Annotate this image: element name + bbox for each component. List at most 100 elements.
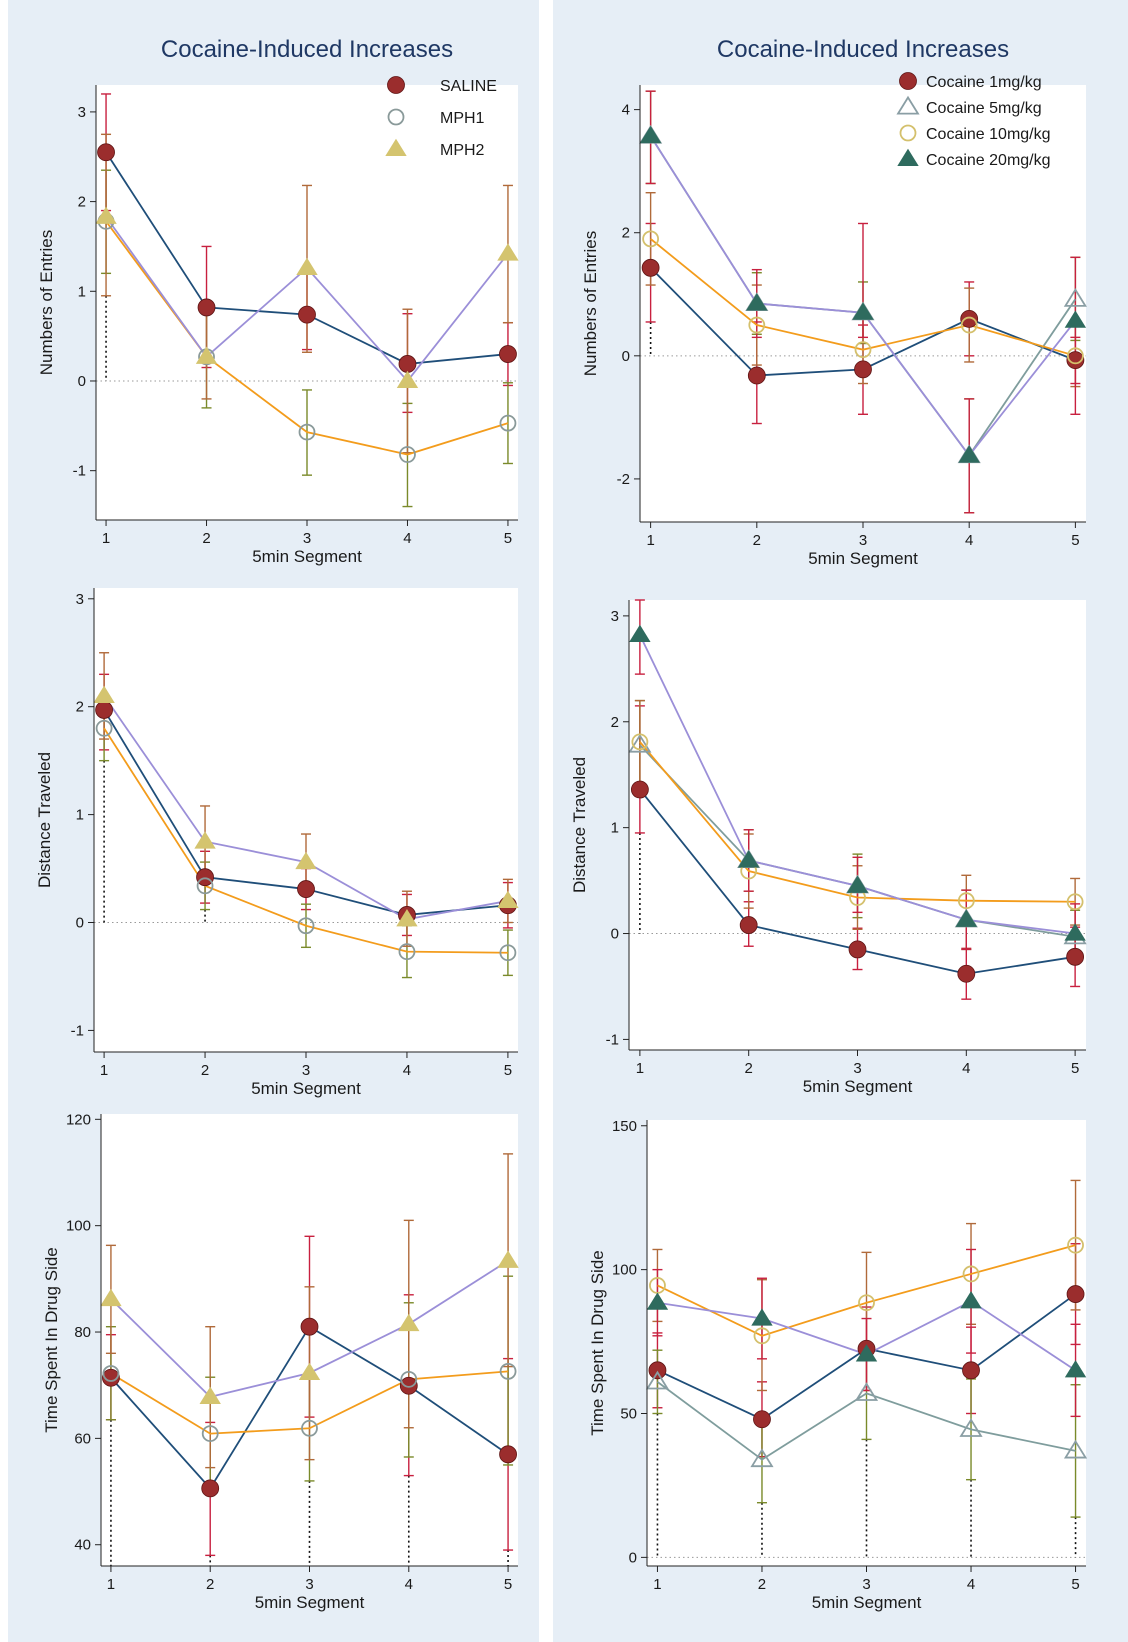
legend-marker-cocaine-10mg-kg (899, 124, 917, 142)
plot-area (629, 600, 1086, 1050)
series-line-cocaine-5mg-kg (656, 1381, 1076, 1461)
x-tick-label: 4 (962, 1060, 970, 1077)
x-tick-label: 3 (862, 1576, 870, 1593)
point-cocaine-1mg-kg-3 (854, 360, 872, 379)
x-tick-label: 3 (303, 530, 311, 547)
x-tick-label: 1 (107, 1576, 115, 1593)
point-cocaine-10mg-kg-2 (753, 1327, 771, 1345)
point-cocaine-20mg-kg-3 (855, 1344, 878, 1362)
point-saline-2 (196, 868, 214, 887)
point-cocaine-20mg-kg-2 (751, 1308, 773, 1326)
series-line-mph1 (110, 1370, 509, 1435)
legend-item-mph1: MPH1 (387, 108, 485, 127)
point-cocaine-20mg-kg-2 (737, 850, 760, 868)
point-saline-4 (399, 1376, 418, 1395)
point-cocaine-5mg-kg-4 (959, 1418, 983, 1437)
point-mph1-2 (201, 1425, 219, 1442)
y-tick-label: 150 (612, 1118, 637, 1135)
point-cocaine-1mg-kg-5 (1066, 351, 1085, 370)
point-mph2-1 (95, 206, 117, 224)
y-tick-label: 2 (611, 714, 619, 731)
point-cocaine-10mg-kg-3 (858, 1294, 875, 1312)
y-tick-label: 1 (78, 283, 86, 300)
distance-panel-left: -1 0 1 2 3 1 2 3 4 5 5min Segment Distance Traveled (35, 588, 519, 1098)
x-tick-label: 2 (745, 1060, 753, 1077)
legend-label: SALINE (440, 78, 497, 95)
legend: SALINE MPH1 MPH2 (385, 76, 497, 159)
point-saline-1 (97, 143, 115, 162)
point-cocaine-5mg-kg-1 (628, 733, 652, 753)
point-cocaine-20mg-kg-1 (629, 624, 651, 642)
series-line-cocaine-10mg-kg (657, 1244, 1076, 1337)
x-tick-label: 5 (504, 1576, 512, 1593)
y-tick-label: 100 (612, 1262, 637, 1279)
point-saline-5 (499, 1445, 517, 1464)
y-tick-label: 120 (66, 1111, 91, 1128)
y-tick-label: 2 (76, 699, 84, 716)
point-mph2-2 (195, 346, 218, 364)
legend-label: MPH1 (440, 110, 485, 127)
x-tick-label: 1 (100, 1062, 108, 1079)
point-cocaine-1mg-kg-5 (1066, 1285, 1085, 1303)
x-tick-label: 3 (859, 532, 867, 549)
y-tick-label: 4 (622, 102, 630, 119)
point-mph2-5 (497, 1250, 519, 1268)
point-saline-5 (499, 345, 517, 363)
point-cocaine-20mg-kg-5 (1064, 1360, 1087, 1378)
point-cocaine-5mg-kg-2 (750, 1448, 774, 1468)
point-mph2-3 (296, 257, 318, 276)
y-tick-label: 100 (66, 1218, 91, 1235)
y-tick-label: 1 (611, 820, 619, 837)
point-mph2-5 (497, 243, 519, 261)
point-saline-1 (102, 1368, 120, 1387)
point-cocaine-10mg-kg-3 (854, 341, 872, 359)
y-tick-label: -1 (606, 1031, 619, 1048)
x-tick-label: 1 (646, 532, 654, 549)
distance-panel-right: -1 0 1 2 3 1 2 3 4 5 5min Segment Distance Traveled (570, 599, 1087, 1096)
legend: Cocaine 1mg/kg Cocaine 5mg/kg Cocaine 10mg… (896, 72, 1051, 169)
legend-item-saline: SALINE (387, 76, 497, 95)
point-mph2-4 (396, 909, 418, 927)
x-tick-label: 4 (967, 1576, 975, 1593)
point-cocaine-5mg-kg-1 (645, 1370, 670, 1390)
point-saline-3 (298, 305, 316, 324)
y-tick-label: -2 (617, 471, 630, 488)
legend-label: Cocaine 20mg/kg (926, 152, 1051, 169)
point-mph1-5 (499, 944, 517, 962)
point-cocaine-20mg-kg-4 (960, 1291, 982, 1309)
x-tick-label: 4 (965, 532, 973, 549)
legend-item-mph2: MPH2 (385, 138, 485, 159)
point-cocaine-1mg-kg-1 (641, 258, 660, 277)
point-mph2-1 (93, 685, 115, 703)
point-mph1-4 (399, 446, 416, 463)
x-tick-label: 5 (504, 530, 512, 547)
point-mph2-4 (396, 370, 419, 389)
entries-panel-right: -2 0 2 4 1 2 3 4 5 5min Segment Numbers of Entries… (581, 36, 1087, 568)
point-cocaine-10mg-kg-2 (748, 316, 766, 334)
legend-item-cocaine-1mg-kg: Cocaine 1mg/kg (899, 72, 1042, 91)
x-tick-label: 1 (102, 530, 110, 547)
point-mph1-2 (196, 877, 214, 895)
x-tick-label: 5 (1071, 1060, 1079, 1077)
x-tick-label: 2 (201, 1062, 209, 1079)
legend-marker-saline (387, 76, 405, 94)
entries-panel-left: -1 0 1 2 3 1 2 3 4 5 5min Segment Numbers of Entrie… (37, 36, 519, 566)
y-tick-label: 1 (76, 807, 84, 824)
series-line-cocaine-10mg-kg (650, 238, 1076, 357)
point-cocaine-1mg-kg-1 (648, 1361, 667, 1380)
point-cocaine-1mg-kg-2 (753, 1410, 771, 1429)
y-tick-label: 50 (620, 1405, 637, 1422)
legend-item-cocaine-10mg-kg: Cocaine 10mg/kg (899, 124, 1051, 143)
point-cocaine-20mg-kg-1 (639, 125, 662, 144)
point-cocaine-5mg-kg-5 (1063, 287, 1087, 307)
point-cocaine-10mg-kg-1 (642, 230, 660, 248)
point-mph1-4 (398, 943, 416, 961)
point-cocaine-10mg-kg-5 (1066, 893, 1084, 911)
y-axis-title: Numbers of Entries (581, 231, 600, 377)
x-tick-label: 3 (853, 1060, 861, 1077)
y-tick-label: 3 (611, 608, 619, 625)
plot-group: -1 0 1 2 3 1 2 3 4 5 5min Segment Distance Traveled (35, 588, 519, 1098)
legend-label: Cocaine 5mg/kg (926, 100, 1042, 117)
x-tick-label: 2 (753, 532, 761, 549)
time-panel-left: 40 60 80 100 120 1 2 3 4 5 5min Segment Time Spent … (42, 1111, 519, 1612)
